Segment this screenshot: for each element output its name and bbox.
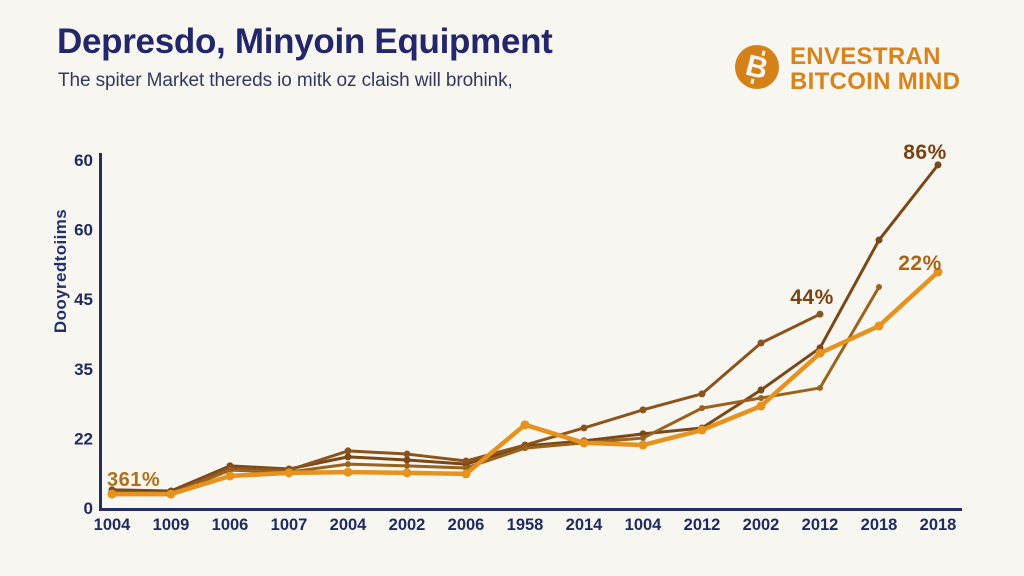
y-tick-label: 60	[74, 221, 93, 240]
line-ochre-marker	[463, 464, 469, 471]
line-orange-marker	[874, 321, 884, 331]
line-ochre-marker	[522, 445, 528, 452]
brand-name-line1: ENVESTRAN	[790, 43, 941, 70]
brand-name-line2: BITCOIN MIND	[790, 68, 961, 95]
line-orange-marker	[638, 440, 648, 450]
line-dark-brown-marker	[934, 161, 942, 169]
x-tick-label: 1006	[212, 516, 249, 534]
x-tick-label: 2012	[802, 516, 839, 534]
brand-logo: B ENVESTRAN BITCOIN MIND	[733, 43, 960, 94]
line-mid-brown-marker	[580, 424, 588, 432]
line-dark-brown-marker	[403, 456, 411, 464]
x-tick-label: 1009	[153, 516, 190, 534]
line-mid-brown-marker	[639, 406, 647, 414]
line-orange-marker	[107, 489, 117, 499]
x-tick-label: 2004	[330, 516, 368, 534]
x-tick-label: 2002	[743, 516, 780, 534]
value-annotation: 361%	[107, 469, 160, 491]
line-dark-brown-marker	[757, 386, 765, 394]
x-tick-label: 2006	[448, 516, 485, 534]
line-orange-marker	[579, 438, 589, 448]
x-tick-label: 2018	[861, 516, 898, 534]
line-ochre-marker	[876, 284, 882, 291]
line-mid-brown-marker	[698, 390, 706, 398]
brand-name: ENVESTRAN BITCOIN MIND	[790, 44, 960, 94]
line-orange-marker	[815, 348, 825, 358]
y-tick-label: 22	[74, 429, 93, 448]
bitcoin-icon: B	[735, 45, 779, 89]
line-ochre-marker	[699, 405, 705, 412]
y-tick-label: 60	[74, 151, 93, 170]
line-ochre-marker	[345, 461, 351, 468]
x-tick-label: 2012	[684, 516, 721, 534]
line-orange-marker	[697, 425, 707, 435]
line-ochre-marker	[758, 395, 764, 402]
line-ochre-marker	[227, 467, 233, 474]
line-ochre-marker	[640, 435, 646, 442]
line-mid-brown-marker	[344, 447, 352, 455]
x-tick-label: 1004	[94, 516, 132, 534]
x-tick-label: 1004	[625, 516, 663, 534]
line-orange-marker	[225, 471, 235, 481]
chart-subtitle: The spiter Market thereds io mitk oz cla…	[58, 70, 513, 91]
y-tick-label: 35	[74, 360, 93, 379]
x-tick-label: 2002	[389, 516, 426, 534]
value-annotation: 86%	[903, 141, 947, 164]
line-mid-brown-marker	[757, 339, 765, 347]
x-tick-label: 1958	[507, 516, 544, 534]
line-orange-marker	[933, 267, 943, 277]
y-tick-label: 45	[74, 290, 93, 309]
chart-title: Depresdo, Minyoin Equipment	[57, 22, 553, 61]
line-orange-marker	[520, 420, 530, 430]
value-annotation: 44%	[790, 286, 834, 309]
x-tick-label: 2014	[566, 516, 604, 534]
line-dark-brown-marker	[875, 236, 883, 244]
line-ochre-marker	[817, 384, 823, 391]
line-orange-marker	[461, 469, 471, 479]
line-mid-brown-marker	[462, 457, 470, 465]
line-orange-marker	[756, 401, 766, 411]
value-annotation: 22%	[898, 252, 942, 275]
line-orange-marker	[343, 467, 353, 477]
line-dark-brown-marker	[344, 453, 352, 461]
y-tick-label: 0	[84, 499, 93, 518]
x-tick-label: 2018	[920, 516, 957, 534]
line-orange-marker	[402, 468, 412, 478]
x-tick-label: 1007	[271, 516, 308, 534]
line-ochre-marker	[404, 462, 410, 469]
line-mid-brown-marker	[403, 450, 411, 458]
line-mid-brown-marker	[816, 310, 824, 318]
line-orange-marker	[166, 489, 176, 499]
line-ochre	[110, 285, 881, 496]
line-orange-marker	[284, 468, 294, 478]
